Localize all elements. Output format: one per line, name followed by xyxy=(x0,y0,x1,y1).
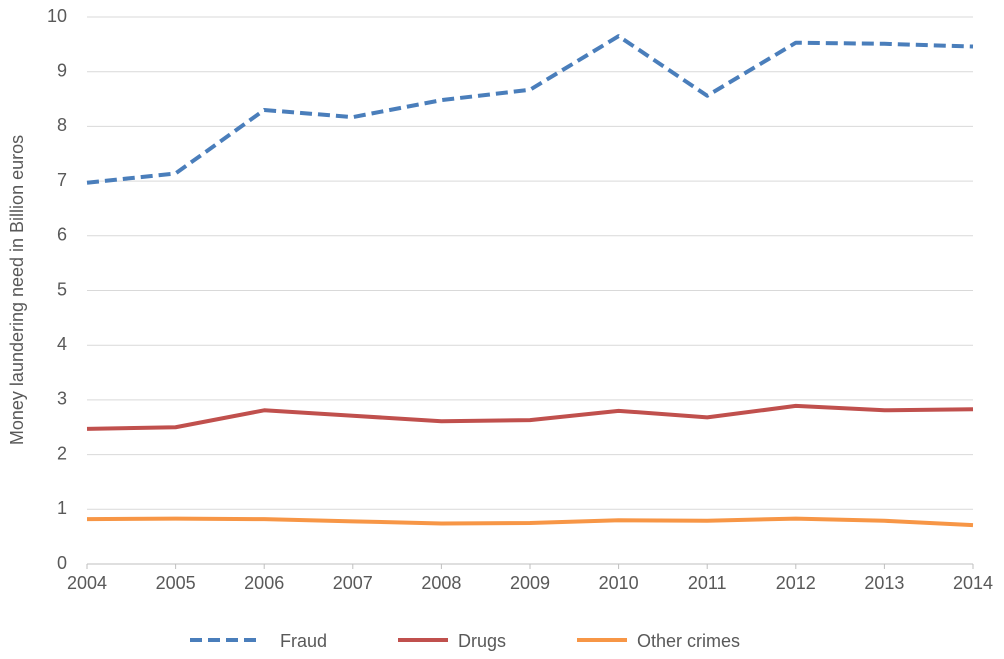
x-tick-label: 2013 xyxy=(864,573,904,593)
x-tick-label: 2005 xyxy=(156,573,196,593)
y-tick-label: 3 xyxy=(57,389,67,409)
series-line xyxy=(86,516,974,528)
y-tick-label: 5 xyxy=(57,279,67,299)
y-tick-label: 9 xyxy=(57,60,67,80)
y-tick-label: 4 xyxy=(57,334,67,354)
y-tick-label: 7 xyxy=(57,170,67,190)
y-tick-label: 1 xyxy=(57,498,67,518)
legend-label: Other crimes xyxy=(637,631,740,651)
x-tick-label: 2006 xyxy=(244,573,284,593)
x-tick-label: 2010 xyxy=(599,573,639,593)
legend-label: Fraud xyxy=(280,631,327,651)
x-tick-label: 2009 xyxy=(510,573,550,593)
y-tick-label: 6 xyxy=(57,225,67,245)
series-line xyxy=(86,34,974,185)
y-axis-label: Money laundering need in Billion euros xyxy=(7,135,27,445)
x-tick-label: 2012 xyxy=(776,573,816,593)
legend-label: Drugs xyxy=(458,631,506,651)
y-tick-label: 0 xyxy=(57,553,67,573)
y-tick-label: 2 xyxy=(57,443,67,463)
x-tick-label: 2011 xyxy=(688,573,727,593)
series-line xyxy=(86,403,974,431)
x-tick-label: 2014 xyxy=(953,573,993,593)
x-tick-label: 2007 xyxy=(333,573,373,593)
x-tick-label: 2004 xyxy=(67,573,107,593)
y-tick-label: 10 xyxy=(47,6,67,26)
y-tick-label: 8 xyxy=(57,115,67,135)
x-tick-label: 2008 xyxy=(421,573,461,593)
